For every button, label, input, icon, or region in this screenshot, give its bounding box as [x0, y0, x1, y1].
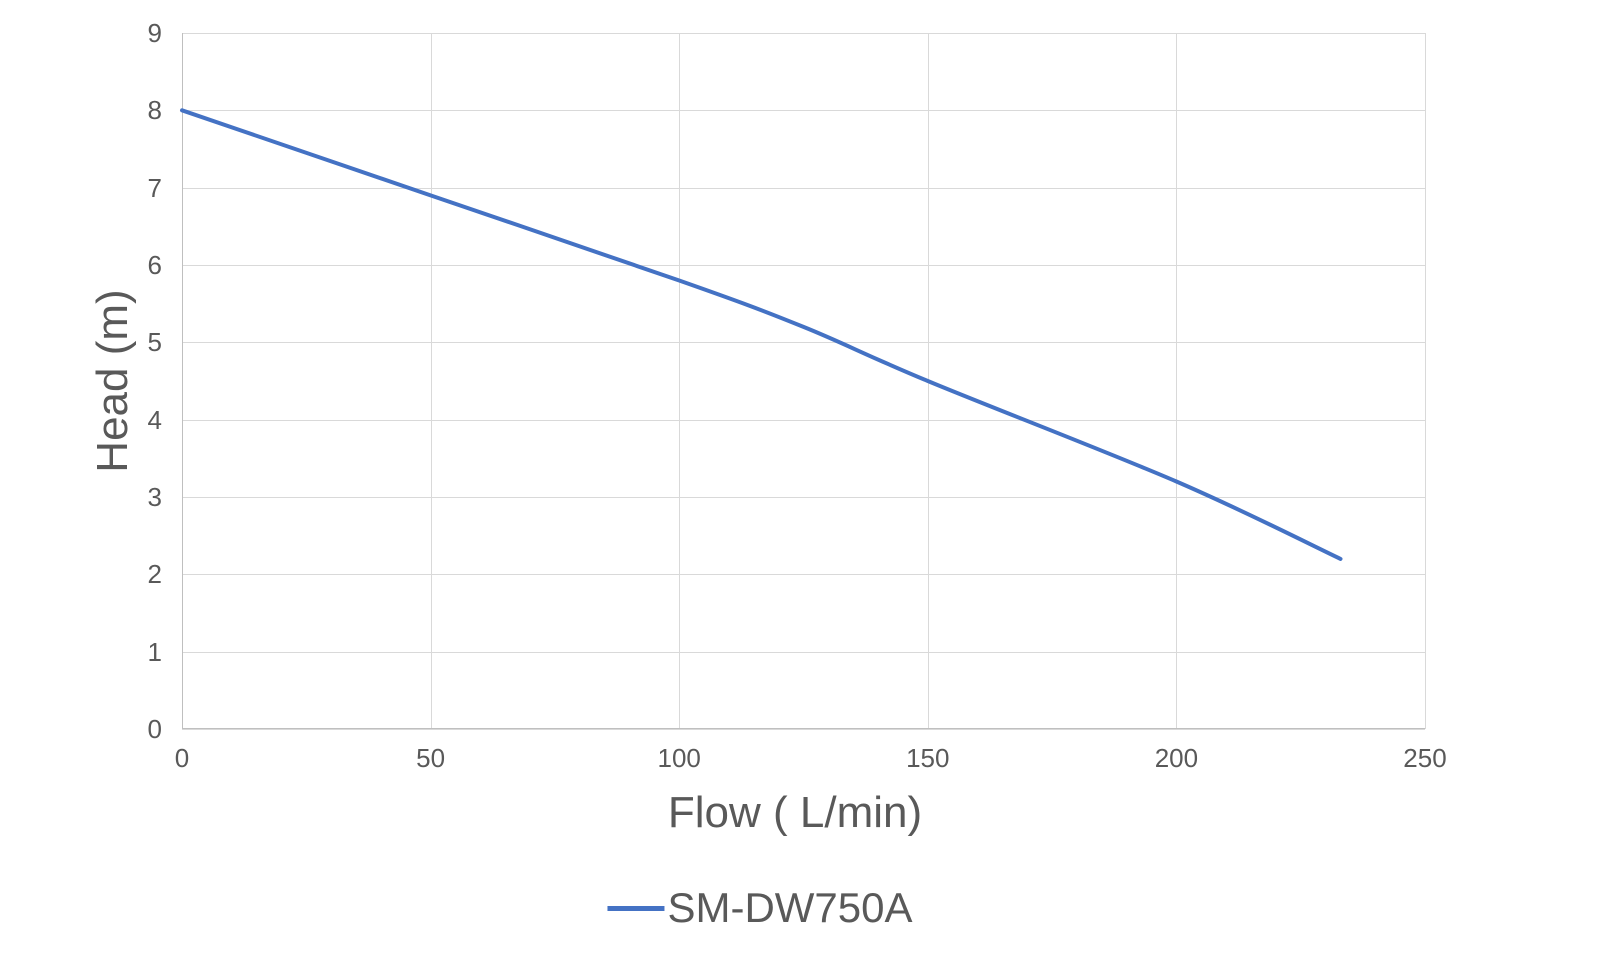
- y-tick-label: 5: [147, 327, 162, 358]
- y-tick-label: 2: [147, 559, 162, 590]
- legend: SM-DW750A: [607, 884, 913, 932]
- y-axis-title: Head (m): [88, 289, 137, 473]
- plot-area: [180, 33, 1426, 730]
- y-tick-label: 6: [147, 250, 162, 280]
- y-tick-label: 9: [147, 18, 162, 48]
- y-tick-label: 8: [147, 95, 162, 126]
- x-tick-label: 0: [174, 743, 190, 773]
- legend-series-label: SM-DW750A: [667, 884, 913, 931]
- y-tick-label: 3: [147, 482, 162, 512]
- y-tick-label: 1: [147, 636, 162, 667]
- x-tick-label: 100: [657, 743, 701, 773]
- x-tick-label: 150: [906, 743, 950, 773]
- y-tick-label: 4: [147, 404, 162, 435]
- x-tick-label: 50: [416, 743, 446, 773]
- y-tick-label: 7: [147, 172, 162, 203]
- y-tick-label: 0: [147, 714, 162, 744]
- x-tick-label: 250: [1403, 743, 1447, 773]
- legend-line-swatch: [607, 905, 665, 911]
- series-line-SM-DW750A: [180, 108, 1343, 561]
- x-tick-label: 200: [1154, 743, 1199, 773]
- x-axis-title: Flow ( L/min): [667, 788, 923, 837]
